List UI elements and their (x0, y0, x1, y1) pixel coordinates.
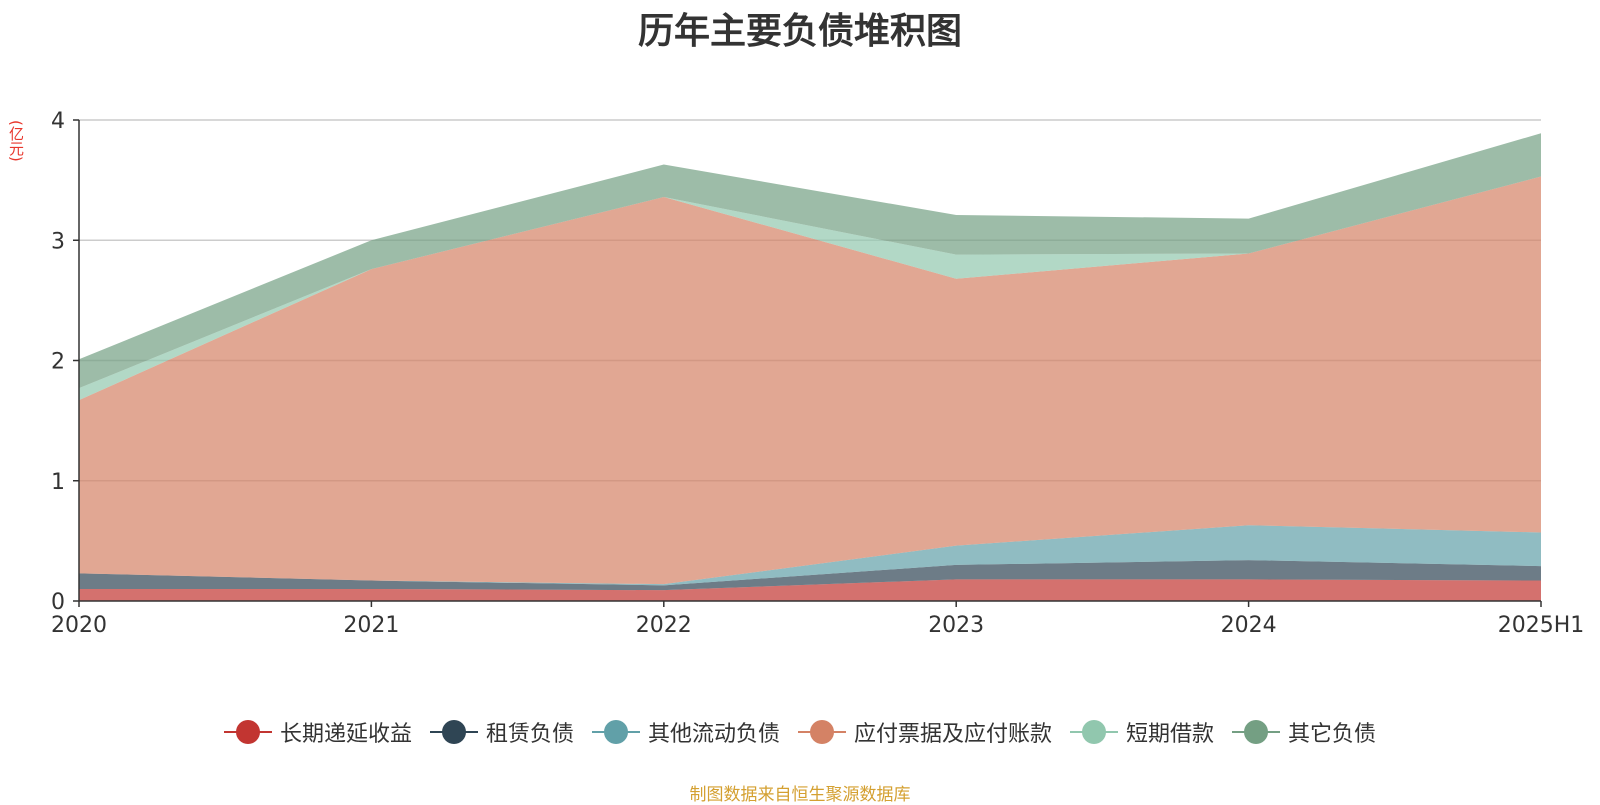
stacked-area-chart: 0 1 2 3 4 2020 2021 2022 2023 2024 2025H1 (51, 109, 1584, 638)
y-tick-label-2: 2 (51, 350, 65, 375)
legend-label: 应付票据及应付账款 (854, 722, 1053, 747)
y-axis-unit: (亿元) (7, 120, 25, 162)
data-source-note: 制图数据来自恒生聚源数据库 (689, 785, 911, 805)
legend-item-5[interactable]: 其它负债 (1232, 716, 1376, 748)
x-tick-label-2020: 2020 (51, 613, 107, 638)
legend-marker-icon (1070, 720, 1119, 744)
y-tick-label-1: 1 (51, 470, 65, 495)
legend-item-0[interactable]: 长期递延收益 (223, 716, 412, 748)
legend-marker-icon (1232, 720, 1281, 744)
chart-title: 历年主要负债堆积图 (637, 11, 962, 52)
legend-label: 其它负债 (1288, 722, 1377, 747)
legend-marker-icon (223, 720, 272, 744)
x-tick-label-2025H1: 2025H1 (1498, 613, 1585, 638)
legend-item-3[interactable]: 应付票据及应付账款 (798, 716, 1052, 748)
y-tick-label-4: 4 (51, 109, 65, 134)
legend-label: 租赁负债 (485, 722, 574, 747)
area-series-3 (79, 176, 1541, 585)
legend-label: 短期借款 (1126, 722, 1215, 747)
legend-marker-icon (798, 720, 846, 744)
legend-item-2[interactable]: 其他流动负债 (591, 716, 780, 748)
axis-layer: 0 1 2 3 4 2020 2021 2022 2023 2024 2025H1 (51, 109, 1584, 638)
legend-label: 长期递延收益 (279, 722, 412, 747)
area-series-2 (79, 525, 1541, 586)
x-tick-label-2024: 2024 (1221, 613, 1277, 638)
x-tick-label-2022: 2022 (636, 613, 692, 638)
area-series-0 (79, 579, 1541, 601)
legend-item-4[interactable]: 短期借款 (1070, 716, 1214, 748)
x-tick-label-2021: 2021 (343, 613, 399, 638)
y-tick-label-0: 0 (51, 590, 65, 615)
legend-marker-icon (591, 720, 640, 744)
legend-item-1[interactable]: 租赁负债 (429, 716, 574, 748)
legend-label: 其他流动负债 (647, 722, 780, 747)
area-layer (79, 133, 1541, 601)
area-series-5 (79, 133, 1541, 389)
legend-marker-icon (429, 720, 478, 744)
y-tick-label-3: 3 (51, 229, 65, 254)
x-tick-label-2023: 2023 (928, 613, 984, 638)
legend: 长期递延收益 租赁负债 其他流动负债 应付票据及应付账款 短期借款 其它负债 (0, 716, 1600, 748)
